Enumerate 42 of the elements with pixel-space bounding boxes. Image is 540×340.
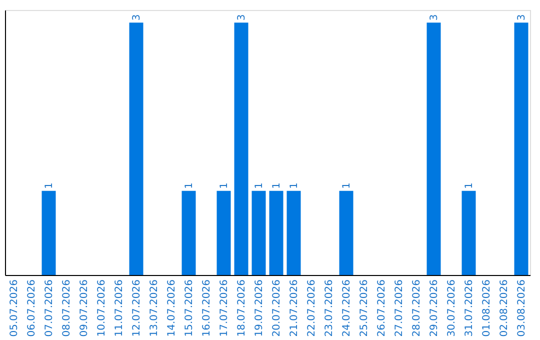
data-label: 1 [44,182,55,189]
x-tick-label: 26.07.2026 [376,280,388,337]
x-tick-label: 24.07.2026 [341,280,352,337]
x-tick-label: 13.07.2026 [148,280,160,337]
x-tick-label: 08.07.2026 [61,280,72,337]
data-label: 1 [218,182,230,189]
x-tick-label: 27.07.2026 [394,280,405,337]
x-tick-label: 22.07.2026 [306,280,318,337]
data-label: 1 [254,182,265,189]
x-tick-label: 23.07.2026 [324,280,335,337]
x-tick-label: 21.07.2026 [288,280,300,337]
data-label: 1 [464,182,475,189]
x-tick-label: 15.07.2026 [184,280,195,337]
data-label: 1 [184,182,195,189]
data-label: 1 [341,182,352,189]
data-label: 3 [428,14,440,21]
x-tick-label: 12.07.2026 [131,280,142,337]
x-tick-label: 10.07.2026 [96,280,108,337]
x-tick-label: 06.07.2026 [26,280,38,337]
data-label: 3 [516,14,528,21]
x-tick-label: 17.07.2026 [218,280,230,337]
x-tick-label: 09.07.2026 [78,280,90,337]
x-tick-label: 03.08.2026 [516,280,528,337]
x-tick-label: 28.07.2026 [411,280,422,337]
x-tick-label: 14.07.2026 [166,280,178,337]
data-label: 1 [288,182,300,189]
x-tick-label: 16.07.2026 [201,280,212,337]
x-tick-label: 20.07.2026 [271,280,282,337]
x-tick-label: 07.07.2026 [44,280,55,337]
x-tick-label: 29.07.2026 [428,280,440,337]
x-tick-label: 11.07.2026 [114,280,125,337]
x-tick-label: 30.07.2026 [446,280,458,337]
data-label: 3 [131,14,142,21]
x-tick-label: 18.07.2026 [236,280,248,337]
x-tick-label: 25.07.2026 [358,280,370,337]
x-tick-label: 02.08.2026 [498,280,510,337]
x-tick-label: 19.07.2026 [254,280,265,337]
data-label: 1 [271,182,282,189]
x-tick-label: 31.07.2026 [464,280,475,337]
data-label: 3 [236,14,248,21]
x-tick-label: 05.07.2026 [8,280,20,337]
x-tick-label: 01.08.2026 [481,280,492,337]
